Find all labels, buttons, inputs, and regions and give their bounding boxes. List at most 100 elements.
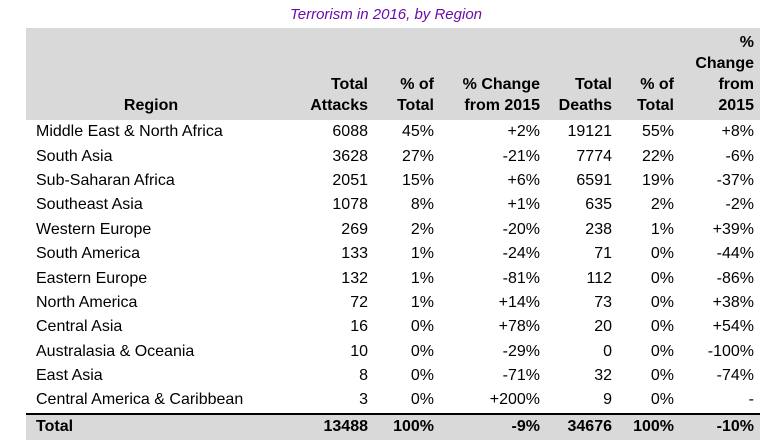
- header-line: [30, 74, 272, 95]
- cell-total-attacks: 133: [341, 245, 368, 263]
- cell-attacks-change: +14%: [498, 293, 540, 311]
- header-line: Total: [396, 97, 434, 114]
- header-deaths-change: % Change from 2015: [680, 28, 760, 120]
- cell-total-deaths: 6591: [576, 171, 612, 189]
- cell-region: North America: [36, 293, 138, 311]
- cell-deaths-change: -74%: [716, 367, 754, 385]
- cell-deaths-change: -: [748, 391, 754, 409]
- total-row: Total 13488 100% -9% 34676 100% -10%: [26, 413, 760, 440]
- header-line: Total: [330, 76, 368, 93]
- total-attacks-change: -9%: [511, 418, 540, 436]
- cell-attacks-pct: 0%: [410, 367, 434, 385]
- header-region: Region: [26, 28, 278, 120]
- cell-region: Central Asia: [36, 318, 123, 336]
- cell-deaths-pct: 0%: [650, 367, 674, 385]
- table-footer: Total 13488 100% -9% 34676 100% -10%: [26, 413, 760, 440]
- header-line: from 2015: [464, 97, 540, 114]
- header-line: % Change: [462, 76, 540, 93]
- cell-deaths-pct: 0%: [650, 293, 674, 311]
- cell-total-deaths: 0: [603, 342, 612, 360]
- cell-region: Sub-Saharan Africa: [36, 171, 175, 189]
- header-deaths-pct: % of Total: [618, 28, 680, 120]
- cell-total-deaths: 32: [594, 367, 612, 385]
- table-row: North America 72 1% +14% 73 0% +38%: [26, 291, 760, 315]
- table-row: East Asia 8 0% -71% 32 0% -74%: [26, 364, 760, 388]
- cell-deaths-pct: 19%: [641, 171, 674, 189]
- total-total-attacks: 13488: [323, 418, 369, 436]
- cell-deaths-pct: 22%: [641, 147, 674, 165]
- cell-attacks-pct: 0%: [410, 342, 434, 360]
- cell-attacks-change: -21%: [502, 147, 540, 165]
- table-row: Western Europe 269 2% -20% 238 1% +39%: [26, 218, 760, 242]
- header-attacks-pct: % of Total: [374, 28, 440, 120]
- cell-total-attacks: 1078: [332, 196, 368, 214]
- total-deaths-change: -10%: [716, 418, 754, 436]
- cell-deaths-change: -44%: [716, 245, 754, 263]
- cell-total-deaths: 112: [586, 269, 612, 287]
- cell-attacks-pct: 1%: [410, 293, 434, 311]
- cell-attacks-change: -20%: [502, 220, 540, 238]
- cell-total-deaths: 19121: [567, 123, 613, 141]
- cell-attacks-change: +78%: [498, 318, 540, 336]
- cell-deaths-pct: 0%: [650, 269, 674, 287]
- table-body: Middle East & North Africa 6088 45% +2% 1912…: [26, 120, 760, 414]
- cell-deaths-change: +39%: [712, 220, 754, 238]
- cell-total-deaths: 238: [585, 220, 612, 238]
- cell-total-deaths: 20: [594, 318, 612, 336]
- cell-deaths-change: +8%: [721, 123, 754, 141]
- cell-deaths-pct: 55%: [641, 123, 674, 141]
- cell-deaths-change: -6%: [725, 147, 754, 165]
- table-header: Region Total Attacks % of Total % Change from …: [26, 28, 760, 120]
- header-line: % of: [640, 76, 674, 93]
- cell-attacks-change: +200%: [489, 391, 540, 409]
- cell-attacks-pct: 8%: [410, 196, 434, 214]
- cell-deaths-pct: 0%: [650, 342, 674, 360]
- cell-region: Middle East & North Africa: [36, 123, 223, 141]
- total-deaths-pct: 100%: [633, 418, 674, 436]
- cell-deaths-change: -86%: [716, 269, 754, 287]
- header-line: from 2015: [718, 76, 754, 114]
- cell-total-attacks: 132: [341, 269, 368, 287]
- header-line: Attacks: [310, 97, 368, 114]
- header-total-deaths: Total Deaths: [546, 28, 618, 120]
- cell-total-deaths: 73: [594, 293, 612, 311]
- header-line: Total: [574, 76, 612, 93]
- header-line: % of: [400, 76, 434, 93]
- cell-total-attacks: 269: [341, 220, 368, 238]
- cell-region: Australasia & Oceania: [36, 342, 195, 360]
- table-row: Southeast Asia 1078 8% +1% 635 2% -2%: [26, 193, 760, 217]
- cell-attacks-pct: 45%: [401, 123, 434, 141]
- header-line: Total: [636, 97, 674, 114]
- cell-region: Southeast Asia: [36, 196, 143, 214]
- cell-total-deaths: 7774: [576, 147, 612, 165]
- cell-deaths-pct: 0%: [650, 391, 674, 409]
- cell-deaths-change: -2%: [725, 196, 754, 214]
- cell-total-deaths: 9: [603, 391, 612, 409]
- total-total-deaths: 34676: [567, 418, 613, 436]
- cell-deaths-change: +38%: [712, 293, 754, 311]
- cell-attacks-change: -81%: [502, 269, 540, 287]
- cell-attacks-pct: 27%: [401, 147, 434, 165]
- header-line: Deaths: [558, 97, 612, 114]
- cell-deaths-change: +54%: [712, 318, 754, 336]
- cell-total-attacks: 3: [359, 391, 368, 409]
- cell-total-attacks: 2051: [332, 171, 368, 189]
- cell-attacks-pct: 2%: [410, 220, 434, 238]
- cell-attacks-pct: 1%: [410, 269, 434, 287]
- table-row: South Asia 3628 27% -21% 7774 22% -6%: [26, 144, 760, 168]
- cell-attacks-change: +2%: [507, 123, 540, 141]
- header-row: Region Total Attacks % of Total % Change from …: [26, 28, 760, 120]
- header-line: % Change: [695, 34, 754, 72]
- cell-attacks-pct: 15%: [401, 171, 434, 189]
- cell-attacks-change: +6%: [507, 171, 540, 189]
- cell-total-attacks: 16: [350, 318, 368, 336]
- cell-deaths-pct: 0%: [650, 318, 674, 336]
- table-row: South America 133 1% -24% 71 0% -44%: [26, 242, 760, 266]
- table-row: Central Asia 16 0% +78% 20 0% +54%: [26, 315, 760, 339]
- cell-attacks-pct: 0%: [410, 318, 434, 336]
- cell-attacks-change: -24%: [502, 245, 540, 263]
- header-attacks-change: % Change from 2015: [440, 28, 546, 120]
- cell-deaths-pct: 1%: [650, 220, 674, 238]
- table-row: Australasia & Oceania 10 0% -29% 0 0% -100%: [26, 340, 760, 364]
- cell-total-attacks: 10: [350, 342, 368, 360]
